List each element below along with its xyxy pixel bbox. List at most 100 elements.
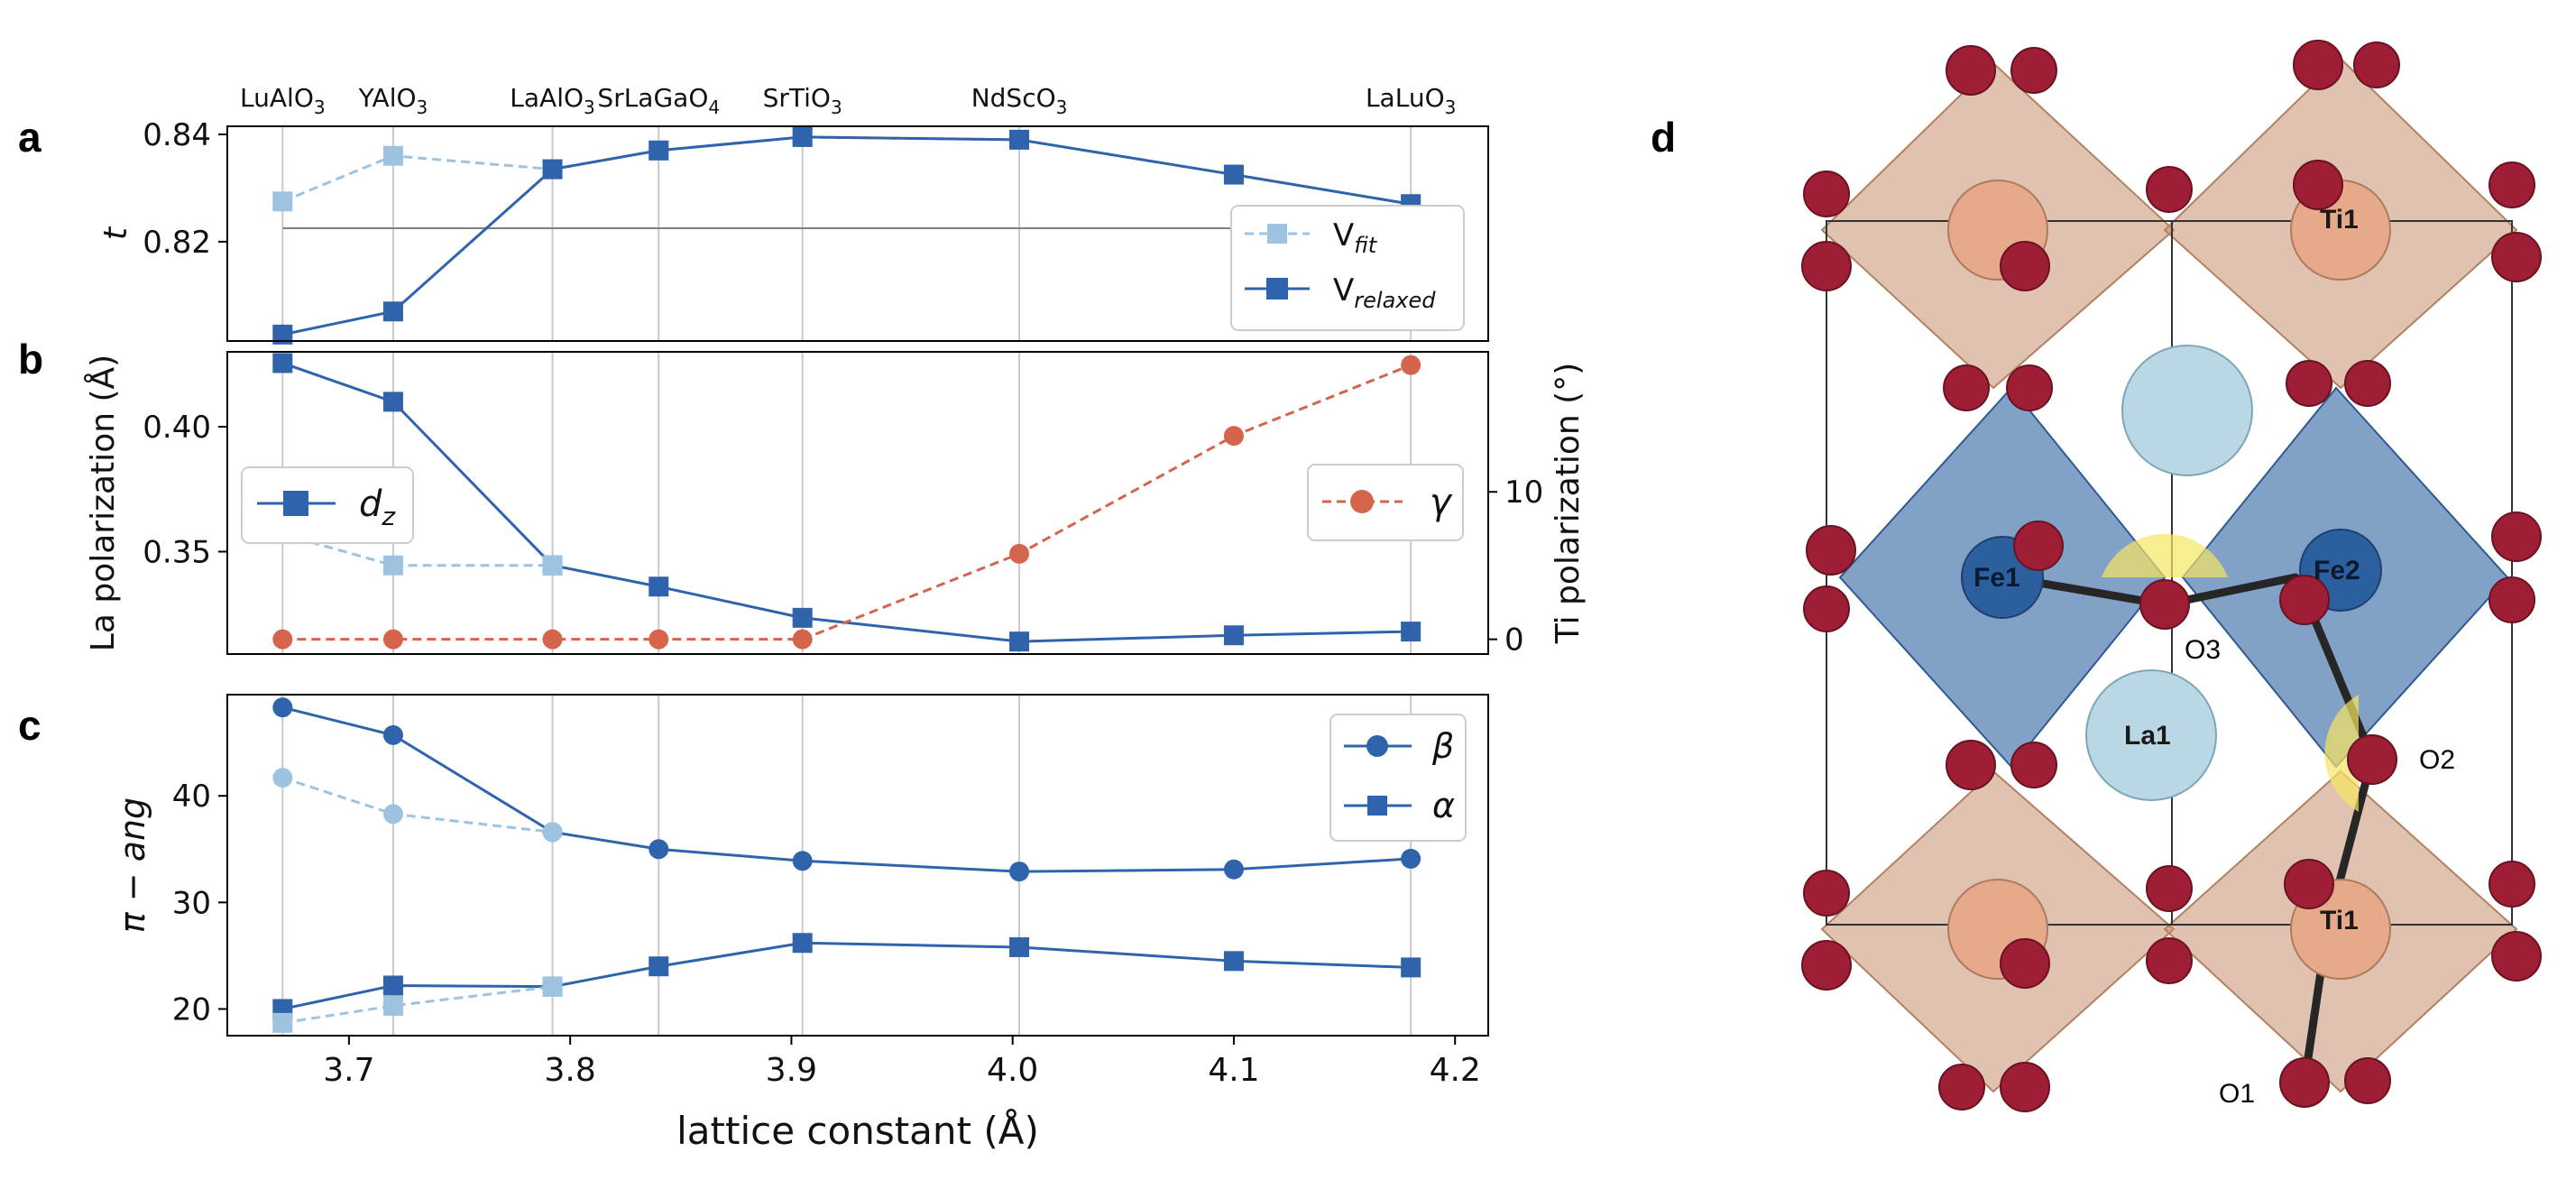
angle-highlight-o3 bbox=[2102, 533, 2228, 577]
oxygen-atom bbox=[2489, 861, 2535, 908]
oxygen-atom bbox=[1803, 870, 1850, 917]
legend-a-relaxed-sub: relaxed bbox=[1354, 288, 1436, 313]
oxygen-atom bbox=[2489, 161, 2535, 208]
substrate-label: LuAlO3 bbox=[240, 83, 326, 118]
legend-c-beta-marker bbox=[1366, 735, 1388, 757]
legend-c-beta-label: β bbox=[1431, 726, 1454, 766]
oxygen-atom bbox=[1946, 740, 1996, 790]
legend-a-relaxed-name: V bbox=[1333, 272, 1354, 309]
data-point-b-2 bbox=[1401, 355, 1421, 375]
data-point-c-1 bbox=[542, 822, 563, 843]
legend-b-dz-label: dz bbox=[359, 484, 396, 531]
legend-panel-b-right: γ bbox=[1307, 464, 1464, 541]
data-point-c-3 bbox=[272, 1012, 293, 1033]
y-tick-label-b: 0.35 bbox=[143, 534, 211, 570]
oxygen-atom bbox=[2146, 937, 2193, 984]
atom-labels: Ti1 Ti1 Fe1 Fe2 La1 O3 O2 O1 bbox=[1973, 205, 2455, 1109]
y-tick-label-a: 0.84 bbox=[143, 117, 211, 153]
x-tick-label: 3.9 bbox=[766, 1052, 817, 1089]
x-tick-label: 4.0 bbox=[987, 1052, 1038, 1089]
atom-label-o3: O3 bbox=[2185, 635, 2221, 665]
oxygen-atom bbox=[1801, 940, 1852, 991]
oxygen-atom bbox=[2010, 47, 2057, 94]
data-point-b-2 bbox=[1223, 426, 1244, 447]
substrate-name: LaLuO bbox=[1366, 83, 1445, 113]
x-axis: 3.7 3.8 3.9 4.0 4.1 4.2 lattice constant (Å) bbox=[323, 1036, 1481, 1153]
data-point-c-3 bbox=[382, 995, 403, 1016]
data-point-c-0 bbox=[792, 851, 813, 871]
oxygen-atom bbox=[2293, 160, 2343, 210]
legend-a-relaxed-label: Vrelaxed bbox=[1333, 272, 1436, 313]
data-point-b-2 bbox=[649, 629, 669, 650]
atom-label-ti1-top: Ti1 bbox=[2320, 205, 2359, 235]
substrate-name: SrLaGaO bbox=[597, 83, 708, 113]
data-point-b-1 bbox=[382, 555, 403, 576]
substrate-subscript: 3 bbox=[831, 97, 842, 118]
y2-tick-label-b: 0 bbox=[1504, 622, 1524, 659]
atom-label-o2: O2 bbox=[2419, 745, 2455, 775]
oxygen-atom bbox=[2347, 734, 2397, 785]
oxygen-atom bbox=[2491, 931, 2542, 982]
legend-panel-a: Vfit Vrelaxed bbox=[1230, 205, 1465, 331]
oxygen-atom bbox=[2000, 1062, 2050, 1112]
oxygen-atom bbox=[2286, 360, 2332, 407]
oxygen-atom bbox=[2010, 742, 2057, 788]
oxygen-atom bbox=[1803, 171, 1850, 217]
data-point-c-2 bbox=[1223, 951, 1244, 972]
substrate-subscript: 3 bbox=[584, 97, 595, 118]
substrate-name: LuAlO bbox=[240, 83, 314, 113]
substrate-labels: LuAlO3 YAlO3 LaAlO3 SrLaGaO4 SrTiO3 NdScO3 LaL… bbox=[240, 83, 1456, 118]
legend-b-gamma-marker bbox=[1350, 490, 1374, 513]
oxygen-atom bbox=[2279, 1057, 2330, 1108]
legend-a-fit-name: V bbox=[1333, 217, 1354, 253]
oxygen-atoms bbox=[1801, 40, 2542, 1112]
y-axis-label-b: La polarization (Å) bbox=[83, 355, 122, 651]
series-line-b-2 bbox=[282, 364, 1412, 641]
y-tick-label-c: 30 bbox=[172, 885, 211, 921]
substrate-name: SrTiO bbox=[763, 83, 831, 113]
x-tick-label: 3.8 bbox=[545, 1052, 596, 1089]
data-point-c-2 bbox=[382, 975, 403, 996]
legend-b-left-box bbox=[241, 466, 414, 544]
legend-a-fit-label: Vfit bbox=[1333, 217, 1378, 258]
oxygen-atom bbox=[1946, 45, 1996, 96]
series-line-b-0 bbox=[281, 362, 1412, 643]
data-point-c-0 bbox=[1009, 862, 1030, 882]
x-tick-label: 3.7 bbox=[323, 1052, 374, 1089]
panel-frame-c bbox=[226, 694, 1489, 1037]
y-tick-label-a: 0.82 bbox=[143, 225, 211, 261]
data-point-c-1 bbox=[272, 768, 293, 788]
substrate-subscript: 3 bbox=[417, 97, 428, 118]
data-point-c-0 bbox=[649, 839, 669, 860]
y-tick-label-c: 20 bbox=[172, 991, 211, 1028]
substrate-name: YAlO bbox=[358, 83, 417, 113]
data-point-b-0 bbox=[272, 353, 293, 373]
la-atom-1 bbox=[2085, 669, 2217, 801]
data-point-c-2 bbox=[1401, 957, 1421, 978]
x-tick-label: 4.2 bbox=[1430, 1052, 1481, 1089]
data-point-b-0 bbox=[1401, 622, 1421, 642]
oxygen-atom bbox=[2491, 232, 2542, 282]
y-tick-label-b: 0.40 bbox=[143, 410, 211, 446]
legend-panel-b-left: dz bbox=[241, 466, 414, 544]
substrate-name: LaAlO bbox=[510, 83, 584, 113]
legend-a-box bbox=[1230, 205, 1465, 331]
oxygen-atom bbox=[1938, 1064, 1985, 1111]
oxygen-atom bbox=[2489, 576, 2535, 623]
substrate-subscript: 4 bbox=[708, 97, 720, 118]
substrate-label: NdScO3 bbox=[971, 83, 1068, 118]
data-point-b-2 bbox=[542, 629, 563, 650]
data-point-a-0 bbox=[272, 191, 293, 212]
oxygen-atom bbox=[2491, 512, 2542, 562]
atom-label-o1: O1 bbox=[2219, 1079, 2255, 1109]
series-line-c-0 bbox=[281, 705, 1412, 873]
legend-c-alpha-marker bbox=[1367, 796, 1387, 816]
substrate-label: SrLaGaO4 bbox=[597, 83, 720, 118]
oxygen-atom bbox=[2146, 865, 2193, 912]
series-line-a-1 bbox=[282, 135, 1412, 336]
panel-label-b: b bbox=[18, 336, 43, 383]
data-point-b-0 bbox=[792, 607, 813, 628]
oxygen-atom bbox=[1803, 585, 1850, 632]
y-tick-label-c: 40 bbox=[172, 779, 211, 815]
legend-a-relaxed-marker bbox=[1266, 278, 1288, 300]
